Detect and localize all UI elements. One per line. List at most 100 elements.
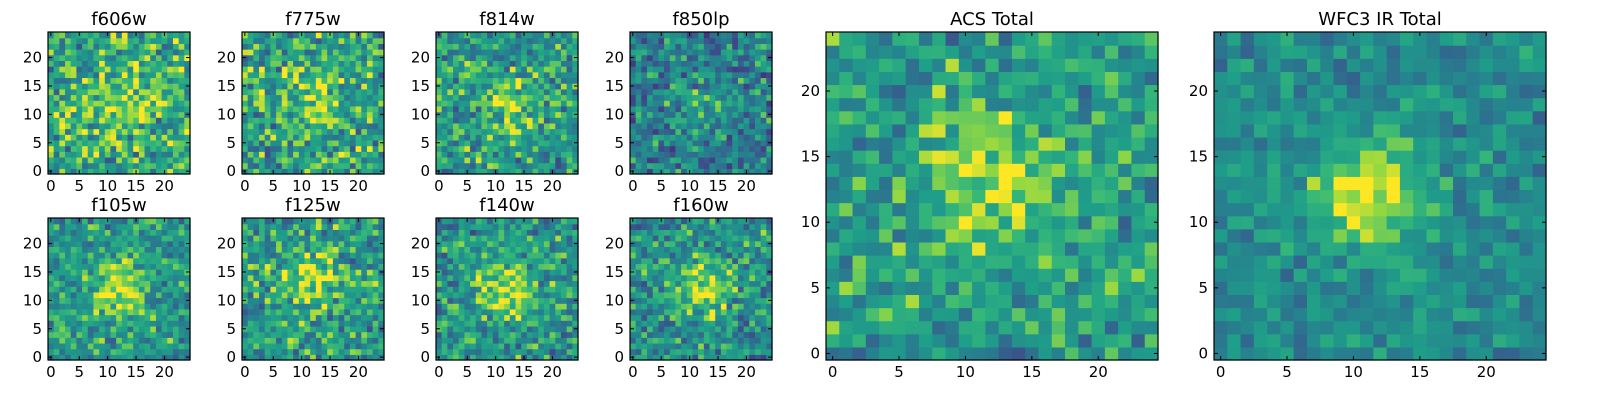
heatmap-cell [327,286,334,293]
heatmap-cell [572,337,579,344]
heatmap-cell [281,128,289,135]
heatmap-cell [287,139,294,147]
heatmap-cell [720,117,728,124]
heatmap-cell [366,263,374,270]
heatmap-cell [76,280,83,287]
heatmap-cell [566,32,573,39]
heatmap-cell [641,94,648,101]
heatmap-cell [344,71,351,79]
heatmap-cell [361,308,368,316]
heatmap-cell [178,246,185,253]
heatmap-cell [87,94,95,101]
heatmap-cell [355,235,362,242]
heatmap-cell [647,156,654,164]
heatmap-cell [675,49,682,56]
heatmap-cell [53,286,60,293]
heatmap-cell [253,342,260,350]
heatmap-cell [453,297,460,304]
heatmap-cell [766,117,773,124]
heatmap-cell [184,134,191,141]
heatmap-cell [349,122,357,130]
heatmap-cell [276,223,283,230]
heatmap-cell [133,274,140,282]
heatmap-cell [543,252,551,259]
heatmap-cell [543,342,551,350]
heatmap-cell [737,83,745,90]
heatmap-cell [453,280,460,287]
heatmap-cell [652,280,659,287]
heatmap-cell [110,325,117,333]
heatmap-cell [59,263,66,270]
heatmap-cell [82,274,89,282]
heatmap-cell [566,162,573,169]
heatmap-cell [48,77,55,84]
heatmap-cell [167,111,174,118]
heatmap-cell [749,139,756,147]
heatmap-cell [281,43,289,50]
heatmap-cell [441,168,448,175]
heatmap-cell [686,94,694,101]
heatmap-cell [310,134,317,141]
heatmap-cell [293,156,300,164]
heatmap-cell [110,229,117,236]
heatmap-cell [355,66,362,73]
heatmap-cell [87,83,95,90]
heatmap-cell [509,274,517,282]
heatmap-cell [515,354,522,361]
heatmap-cell [470,83,477,90]
heatmap-cell [447,117,454,124]
heatmap-cell [498,240,505,247]
heatmap-cell [754,122,762,130]
heatmap-cell [560,94,568,101]
heatmap-cell [270,83,277,90]
heatmap-cell [253,274,260,282]
heatmap-cell [361,94,368,101]
heatmap-cell [70,77,77,84]
heatmap-cell [566,348,573,355]
heatmap-cell [635,337,642,344]
heatmap-cell [242,257,249,265]
heatmap-cell [53,229,60,236]
heatmap-cell [242,246,249,253]
heatmap-cell [138,342,146,350]
heatmap-cell [287,263,294,270]
heatmap-cell [572,235,579,242]
heatmap-cell [161,54,168,61]
heatmap-cell [566,235,573,242]
heatmap-cell [630,151,637,158]
heatmap-cell [361,88,368,96]
heatmap-cell [70,49,77,56]
heatmap-cell [355,263,362,270]
heatmap-cell [664,286,671,293]
heatmap-cell [70,269,77,276]
y-tick-label: 5 [420,320,430,338]
heatmap-cell [281,151,289,158]
heatmap-cell [749,291,756,299]
heatmap-cell [526,134,534,141]
heatmap-cell [572,223,579,230]
heatmap-cell [65,122,72,130]
heatmap-cell [475,117,483,124]
heatmap-cell [65,162,72,169]
heatmap-cell [276,49,283,56]
heatmap-cell [521,43,528,50]
heatmap-cell [127,168,134,175]
heatmap-cell [172,77,180,84]
heatmap-cell [338,342,345,350]
heatmap-cell [475,111,483,118]
heatmap-cell [259,100,266,107]
heatmap-cell [99,77,106,84]
heatmap-cell [635,342,642,350]
heatmap-cell [338,88,345,96]
heatmap-cell [82,314,89,321]
heatmap-cell [641,37,648,44]
heatmap-cell [509,117,517,124]
heatmap-cell [338,325,345,333]
heatmap-cell [675,331,682,338]
heatmap-cell [178,32,185,39]
panel-title: f775w [285,9,340,30]
heatmap-cell [247,286,254,293]
heatmap-cell [526,342,534,350]
heatmap-cell [566,83,573,90]
heatmap-cell [99,320,106,327]
